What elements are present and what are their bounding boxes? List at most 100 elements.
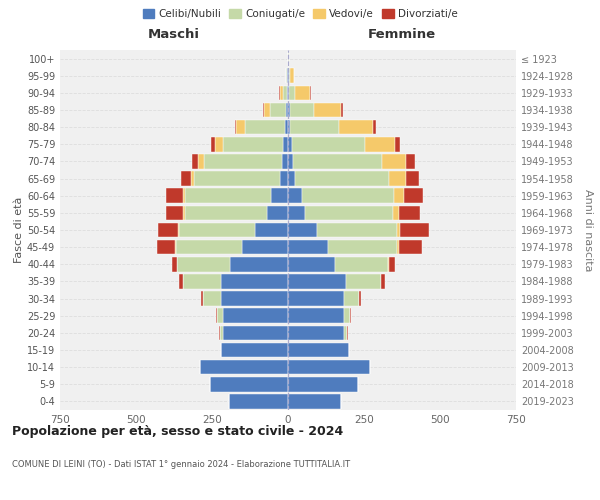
Bar (389, 172, 406, 186)
Bar (288, 342, 349, 357)
Bar (221, 292, 288, 306)
Bar (293, 154, 382, 168)
Bar (288, 274, 346, 288)
Bar (400, 222, 430, 238)
Bar (157, 240, 175, 254)
Bar (395, 137, 400, 152)
Bar (287, 86, 288, 100)
Bar (179, 274, 183, 288)
Bar (202, 292, 203, 306)
Bar (254, 222, 288, 238)
Bar (393, 206, 399, 220)
Bar (288, 206, 305, 220)
Bar (216, 308, 217, 323)
Bar (288, 360, 370, 374)
Bar (288, 188, 302, 203)
Bar (183, 206, 185, 220)
Bar (389, 257, 395, 272)
Bar (305, 206, 393, 220)
Bar (205, 154, 282, 168)
Bar (166, 206, 183, 220)
Bar (382, 154, 406, 168)
Bar (288, 120, 290, 134)
Bar (295, 172, 389, 186)
Bar (344, 292, 359, 306)
Bar (295, 86, 310, 100)
Bar (191, 172, 194, 186)
Bar (203, 292, 221, 306)
Bar (223, 326, 288, 340)
Bar (394, 188, 404, 203)
Bar (286, 102, 288, 118)
Bar (314, 102, 341, 118)
Y-axis label: Fasce di età: Fasce di età (14, 197, 24, 263)
Bar (178, 222, 179, 238)
Bar (158, 222, 178, 238)
Bar (166, 188, 183, 203)
Bar (181, 172, 191, 186)
Legend: Celibi/Nubili, Coniugati/e, Vedovi/e, Divorziati/e: Celibi/Nubili, Coniugati/e, Vedovi/e, Di… (139, 5, 461, 24)
Bar (288, 172, 295, 186)
Bar (344, 326, 347, 340)
Bar (347, 326, 348, 340)
Y-axis label: Anni di nascita: Anni di nascita (583, 188, 593, 271)
Bar (381, 274, 385, 288)
Bar (183, 274, 221, 288)
Bar (359, 292, 361, 306)
Bar (199, 154, 205, 168)
Bar (373, 120, 376, 134)
Bar (344, 308, 350, 323)
Bar (289, 68, 290, 83)
Bar (271, 188, 288, 203)
Bar (406, 154, 415, 168)
Bar (221, 274, 288, 288)
Bar (288, 154, 293, 168)
Bar (290, 102, 314, 118)
Bar (245, 120, 285, 134)
Bar (194, 172, 280, 186)
Bar (287, 68, 288, 83)
Bar (350, 308, 351, 323)
Bar (302, 188, 394, 203)
Bar (346, 274, 381, 288)
Bar (192, 154, 199, 168)
Bar (217, 308, 223, 323)
Bar (176, 240, 242, 254)
Bar (288, 394, 341, 408)
Bar (406, 172, 419, 186)
Bar (288, 326, 344, 340)
Bar (242, 240, 288, 254)
Bar (399, 240, 422, 254)
Bar (229, 394, 288, 408)
Bar (282, 154, 288, 168)
Bar (175, 240, 176, 254)
Bar (211, 137, 215, 152)
Bar (285, 120, 288, 134)
Bar (292, 137, 365, 152)
Bar (235, 120, 236, 134)
Bar (185, 188, 271, 203)
Bar (288, 240, 328, 254)
Bar (283, 137, 288, 152)
Bar (179, 222, 254, 238)
Bar (215, 137, 223, 152)
Bar (290, 120, 339, 134)
Bar (288, 102, 290, 118)
Bar (339, 120, 373, 134)
Bar (288, 137, 292, 152)
Bar (280, 86, 283, 100)
Bar (328, 240, 397, 254)
Bar (341, 102, 343, 118)
Bar (288, 257, 335, 272)
Bar (399, 206, 420, 220)
Bar (220, 326, 223, 340)
Bar (270, 102, 286, 118)
Bar (289, 86, 295, 100)
Bar (288, 377, 358, 392)
Bar (288, 68, 289, 83)
Text: Popolazione per età, sesso e stato civile - 2024: Popolazione per età, sesso e stato civil… (12, 425, 343, 438)
Bar (236, 120, 245, 134)
Bar (288, 308, 344, 323)
Bar (335, 257, 388, 272)
Bar (172, 257, 177, 272)
